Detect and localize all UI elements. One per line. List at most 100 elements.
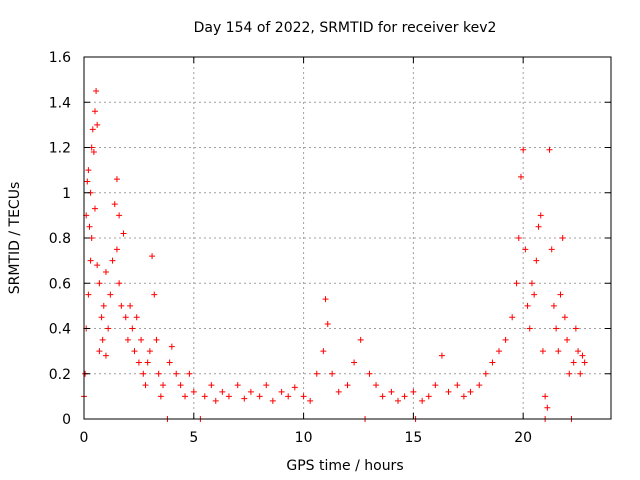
data-point [153, 336, 160, 343]
data-point [564, 336, 571, 343]
data-point [533, 257, 540, 264]
data-point [572, 325, 579, 332]
data-point [535, 223, 542, 230]
data-point [482, 370, 489, 377]
data-point [467, 388, 474, 395]
y-tick-label: 0.6 [49, 276, 71, 292]
data-point [544, 404, 551, 411]
y-tick-label: 1.2 [49, 141, 71, 157]
data-point [96, 348, 103, 355]
data-point [96, 280, 103, 287]
y-tick-label: 1 [62, 186, 71, 202]
data-point [553, 325, 560, 332]
data-point [559, 235, 566, 241]
data-point [91, 205, 98, 212]
data-point [528, 280, 535, 287]
data-point [256, 393, 263, 400]
data-point [94, 121, 101, 128]
data-point [135, 359, 142, 366]
data-point [561, 314, 568, 321]
data-point [146, 348, 153, 355]
data-point [118, 302, 125, 309]
y-tick-label: 0 [62, 412, 71, 428]
data-point [278, 388, 285, 395]
data-point [241, 395, 248, 402]
data-point [109, 257, 116, 264]
data-point [201, 393, 208, 400]
data-point [537, 212, 544, 219]
data-point [102, 268, 109, 275]
data-point [142, 382, 149, 389]
data-point [186, 370, 193, 377]
data-point [85, 167, 92, 174]
data-point [138, 336, 145, 343]
data-point [366, 370, 373, 377]
x-axis-label: GPS time / hours [286, 458, 403, 474]
data-point [351, 359, 358, 366]
data-point [502, 336, 509, 343]
data-point [517, 173, 524, 180]
data-point [149, 253, 156, 260]
data-point [324, 320, 331, 327]
data-point [432, 382, 439, 389]
data-point [234, 382, 241, 389]
data-point [89, 126, 96, 133]
data-point [173, 370, 180, 377]
data-point [335, 388, 342, 395]
data-point [269, 397, 276, 404]
data-point [107, 291, 114, 298]
data-point [425, 393, 432, 400]
data-point [144, 359, 151, 366]
data-point [388, 388, 395, 395]
data-point [98, 314, 105, 321]
y-axis-label: SRMTID / TECUs [7, 182, 23, 295]
data-point [357, 336, 364, 343]
data-point [577, 370, 584, 377]
data-point [522, 246, 529, 253]
data-point [379, 393, 386, 400]
data-point [87, 257, 94, 264]
data-point [445, 388, 452, 395]
data-point [86, 223, 93, 230]
data-point [539, 348, 546, 355]
data-point [212, 397, 219, 404]
data-point [140, 370, 147, 377]
data-point [102, 352, 109, 359]
x-tick-label: 15 [404, 430, 422, 446]
data-point [263, 382, 270, 389]
x-tick-label: 20 [514, 430, 532, 446]
data-point [94, 262, 101, 269]
data-point [133, 314, 140, 321]
data-point [168, 343, 175, 350]
data-point [100, 302, 107, 309]
data-point [566, 370, 573, 377]
data-point [84, 178, 91, 185]
data-points [81, 87, 588, 422]
data-point [85, 291, 92, 298]
data-point [208, 382, 215, 389]
data-point [496, 348, 503, 355]
data-point [160, 382, 167, 389]
data-point [105, 325, 112, 332]
data-point [546, 146, 553, 153]
data-point [373, 382, 380, 389]
data-point [524, 302, 531, 309]
data-point [489, 359, 496, 366]
axis-ticks: 0 5 10 15 20 0 0.2 0.4 0.6 0.8 1 1.2 1.4 1.6 [49, 50, 611, 446]
y-tick-label: 0.8 [49, 231, 71, 247]
data-point [320, 348, 327, 355]
data-point [531, 291, 538, 298]
data-point [575, 348, 582, 355]
data-point [410, 388, 417, 395]
data-point [124, 336, 131, 343]
data-point [581, 359, 588, 366]
y-tick-label: 0.2 [49, 367, 71, 383]
data-point [438, 352, 445, 359]
data-point [419, 397, 426, 404]
data-point [127, 302, 134, 309]
data-point [166, 359, 173, 366]
data-point [509, 314, 516, 321]
plot-frame [83, 56, 612, 420]
data-point [329, 370, 336, 377]
